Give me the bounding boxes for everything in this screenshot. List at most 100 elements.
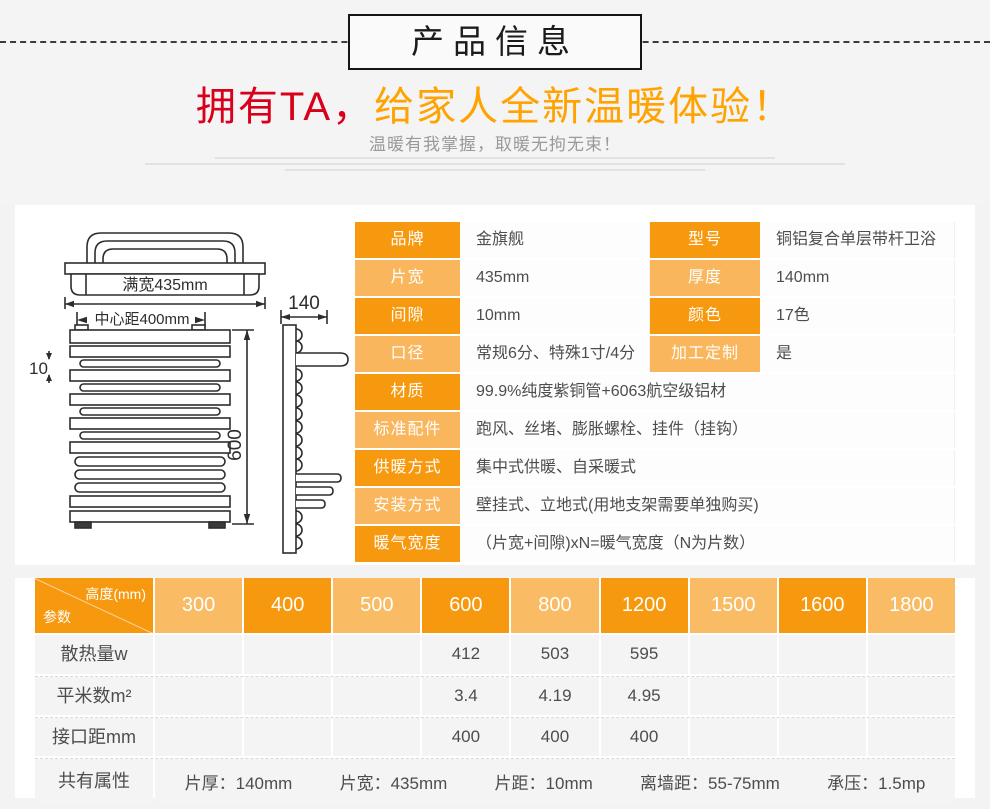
table-cell xyxy=(867,635,955,674)
table-cell: 4.19 xyxy=(511,677,599,715)
spec-label: 安装方式 xyxy=(355,488,460,524)
height-header: 1600 xyxy=(778,578,866,633)
spec-row: 材质 99.9%纯度紫铜管+6063航空级铝材 xyxy=(355,374,955,410)
height-header: 800 xyxy=(511,578,599,633)
table-cell: 400 xyxy=(600,718,688,756)
common-attr: 承压：1.5mp xyxy=(827,774,926,793)
spec-value: 140mm xyxy=(760,260,955,296)
table-cell xyxy=(867,677,955,715)
table-cell xyxy=(155,677,243,715)
radiator-technical-drawing: 满宽435mm 中心距400mm 10 600 140 xyxy=(29,232,349,554)
dim-label-full-width: 满宽435mm xyxy=(122,276,207,294)
table-cell xyxy=(244,718,332,756)
spec-label: 颜色 xyxy=(650,298,760,334)
table-cell xyxy=(778,635,866,674)
spec-value: 跑风、丝堵、膨胀螺栓、挂件（挂钩） xyxy=(460,412,955,448)
height-header: 500 xyxy=(333,578,421,633)
spec-row: 供暖方式 集中式供暖、自采暖式 xyxy=(355,450,955,486)
table-cell: 595 xyxy=(600,635,688,674)
spec-label: 供暖方式 xyxy=(355,450,460,486)
common-attrs-row: 共有属性 片厚：140mm 片宽：435mm 片距：10mm 离墙距：55-75… xyxy=(35,758,955,804)
spec-value: 集中式供暖、自采暖式 xyxy=(460,450,955,486)
height-header: 400 xyxy=(244,578,332,633)
spec-row: 暖气宽度 （片宽+间隙)xN=暖气宽度（N为片数） xyxy=(355,526,955,562)
spec-value: 壁挂式、立地式(用地支架需要单独购买) xyxy=(460,488,955,524)
table-header-row: 高度(mm) 参数 300 400 500 600 800 1200 1500 … xyxy=(35,578,955,633)
spec-label: 标准配件 xyxy=(355,412,460,448)
spec-value: 435mm xyxy=(460,260,650,296)
spec-row: 片宽 435mm 厚度 140mm xyxy=(355,260,955,296)
table-row: 接口距mm 400 400 400 xyxy=(35,717,955,756)
corner-top-label: 高度(mm) xyxy=(85,586,146,602)
common-attr: 片厚：140mm xyxy=(184,774,293,793)
table-cell: 400 xyxy=(422,718,510,756)
parameter-table: 高度(mm) 参数 300 400 500 600 800 1200 1500 … xyxy=(35,578,955,804)
table-cell: 400 xyxy=(511,718,599,756)
spec-row: 标准配件 跑风、丝堵、膨胀螺栓、挂件（挂钩） xyxy=(355,412,955,448)
height-header: 600 xyxy=(422,578,510,633)
table-cell xyxy=(333,635,421,674)
table-cell: 3.4 xyxy=(422,677,510,715)
dim-label-gap: 10 xyxy=(29,359,48,378)
row-label: 散热量w xyxy=(35,635,153,674)
spec-row: 品牌 金旗舰 型号 铜铝复合单层带杆卫浴 xyxy=(355,222,955,258)
corner-bottom-label: 参数 xyxy=(43,609,71,625)
spec-row: 安装方式 壁挂式、立地式(用地支架需要单独购买) xyxy=(355,488,955,524)
spec-value: 金旗舰 xyxy=(460,222,650,258)
table-cell xyxy=(333,677,421,715)
dim-label-depth: 140 xyxy=(288,293,320,314)
spec-label: 暖气宽度 xyxy=(355,526,460,562)
corner-cell: 高度(mm) 参数 xyxy=(35,578,153,633)
spec-label: 厚度 xyxy=(650,260,760,296)
spec-value: 常规6分、特殊1寸/4分 xyxy=(460,336,650,372)
table-cell xyxy=(689,635,777,674)
dim-label-height: 600 xyxy=(225,429,246,461)
spec-row: 口径 常规6分、特殊1寸/4分 加工定制 是 xyxy=(355,336,955,372)
spec-label: 型号 xyxy=(650,222,760,258)
headline: 拥有TA，给家人全新温暖体验！ xyxy=(0,74,990,132)
common-attr: 片距：10mm xyxy=(494,774,593,793)
spec-label: 间隙 xyxy=(355,298,460,334)
table-cell xyxy=(778,718,866,756)
spec-label: 口径 xyxy=(355,336,460,372)
table-cell xyxy=(778,677,866,715)
table-cell xyxy=(689,677,777,715)
spec-value: 17色 xyxy=(760,298,955,334)
spec-label: 片宽 xyxy=(355,260,460,296)
table-cell xyxy=(244,635,332,674)
spec-row: 间隙 10mm 颜色 17色 xyxy=(355,298,955,334)
height-header: 1800 xyxy=(867,578,955,633)
spec-value: 99.9%纯度紫铜管+6063航空级铝材 xyxy=(460,374,955,410)
subtitle: 温暖有我掌握，取暖无拘无束！ xyxy=(369,135,621,154)
table-cell xyxy=(155,718,243,756)
table-cell xyxy=(155,635,243,674)
row-label: 接口距mm xyxy=(35,718,153,756)
height-header: 300 xyxy=(155,578,243,633)
headline-orange: 给家人全新温暖体验！ xyxy=(374,85,795,129)
table-row: 散热量w 412 503 595 xyxy=(35,635,955,674)
spec-value: 是 xyxy=(760,336,955,372)
table-cell xyxy=(867,718,955,756)
height-header: 1500 xyxy=(689,578,777,633)
faint-text-lines xyxy=(0,157,990,175)
height-header: 1200 xyxy=(600,578,688,633)
headline-red: 拥有TA， xyxy=(195,85,375,129)
spec-label: 品牌 xyxy=(355,222,460,258)
banner-section: 产品信息 拥有TA，给家人全新温暖体验！ 温暖有我掌握，取暖无拘无束！ xyxy=(0,0,990,205)
spec-label: 材质 xyxy=(355,374,460,410)
common-attr: 片宽：435mm xyxy=(339,774,448,793)
section-title: 产品信息 xyxy=(348,14,642,70)
table-cell xyxy=(244,677,332,715)
table-cell: 412 xyxy=(422,635,510,674)
table-cell xyxy=(689,718,777,756)
table-cell: 503 xyxy=(511,635,599,674)
table-row: 平米数m² 3.4 4.19 4.95 xyxy=(35,676,955,715)
spec-label: 加工定制 xyxy=(650,336,760,372)
table-cell xyxy=(333,718,421,756)
spec-table: 品牌 金旗舰 型号 铜铝复合单层带杆卫浴 片宽 435mm 厚度 140mm 间… xyxy=(355,222,955,562)
dim-label-center-distance: 中心距400mm xyxy=(94,311,189,328)
row-label: 平米数m² xyxy=(35,677,153,715)
common-attr: 离墙距：55-75mm xyxy=(640,774,780,793)
common-attrs: 片厚：140mm 片宽：435mm 片距：10mm 离墙距：55-75mm 承压… xyxy=(155,759,955,804)
